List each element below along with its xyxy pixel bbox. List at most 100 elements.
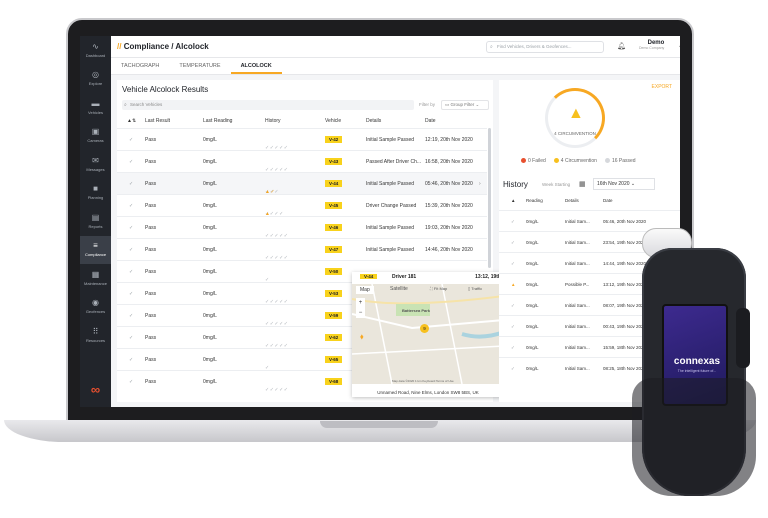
- details: Initial Sam...: [565, 345, 590, 350]
- group-filter-select[interactable]: ▭ Group Filter ⌄: [441, 100, 489, 110]
- check-icon: ✓: [129, 291, 134, 297]
- sidebar-item-explore[interactable]: ◎ Explore: [88, 70, 103, 87]
- results-scrollbar[interactable]: [488, 128, 491, 268]
- user-menu[interactable]: Demo Demo Company: [639, 40, 665, 50]
- table-row[interactable]: ✓ Pass 0mg/L ✓✓✓✓✓ V-62: [117, 326, 487, 349]
- table-row[interactable]: ✓ Pass 0mg/L ✓ V-65: [117, 348, 487, 371]
- sidebar-item-compliance[interactable]: ≡ Compliance: [80, 235, 111, 264]
- column-header[interactable]: Date: [603, 198, 613, 203]
- week-select[interactable]: 16th Nov 2020 ⌄: [593, 178, 655, 190]
- table-row[interactable]: ✓ Pass 0mg/L ✓✓✓✓✓ V-53: [117, 282, 487, 305]
- reading: 0mg/L: [526, 345, 539, 350]
- bell-icon[interactable]: 🔔︎: [617, 43, 626, 50]
- check-icon: ✓: [129, 313, 134, 319]
- sidebar-item-resources[interactable]: ⠿ Resources: [85, 326, 106, 343]
- reading: 0mg/L: [526, 261, 539, 266]
- last-result: Pass: [145, 137, 157, 143]
- table-row[interactable]: ✓ Pass 0mg/L ✓✓✓✓✓ V-43 Passed After Driver C…: [117, 150, 487, 173]
- calendar-icon[interactable]: ▦: [579, 181, 586, 188]
- sort-icon[interactable]: ▲: [511, 198, 516, 203]
- vehicle-tag[interactable]: V-47: [325, 246, 343, 253]
- traffic-toggle[interactable]: ▯ Traffic: [468, 286, 483, 291]
- table-row[interactable]: ✓ Pass 0mg/L ✓ V-50: [117, 260, 487, 283]
- tab-map[interactable]: Map: [356, 286, 374, 294]
- date: 14:46, 20th Nov 2020: [425, 247, 473, 253]
- reading: 0mg/L: [526, 303, 539, 308]
- map-streets: [352, 284, 504, 384]
- vehicle-tag[interactable]: V-50: [325, 268, 343, 275]
- last-result: Pass: [145, 159, 157, 165]
- table-row[interactable]: ✓ Pass 0mg/L ✓✓✓ ▲✓ V-44 Initial Sample Passed…: [117, 172, 487, 195]
- vehicle-cluster[interactable]: 9: [420, 324, 429, 333]
- location-pin-icon[interactable]: ⬧: [360, 332, 364, 341]
- sidebar-item-geofences[interactable]: ◉ Geofences: [85, 298, 106, 315]
- vehicle-tag[interactable]: V-59: [325, 312, 343, 319]
- sidebar-item-cameras[interactable]: ▣ Cameras: [87, 127, 104, 144]
- map-view[interactable]: Map Satellite ⛶ Fit Map ▯ Traffic + − Bat…: [352, 284, 504, 384]
- folder-icon: ▭: [445, 102, 450, 107]
- vehicle-tag[interactable]: V-53: [325, 290, 343, 297]
- chevron-right-icon[interactable]: ›: [479, 181, 481, 187]
- camera-icon: ▣: [91, 127, 100, 137]
- vehicle-tag[interactable]: V-62: [325, 334, 343, 341]
- legend-item: 4 Circumvention: [553, 158, 597, 164]
- history-row[interactable]: ✓ 0mg/L Initial Sam... 08:25, 18th Nov 2020: [499, 357, 680, 378]
- history-row[interactable]: ✓ 0mg/L Initial Sam... 00:43, 19th Nov 2020: [499, 315, 680, 336]
- table-row[interactable]: ✓ Pass 0mg/L ✓✓✓✓✓ V-42 Initial Sample Passed…: [117, 128, 487, 151]
- column-header[interactable]: Last Reading: [203, 118, 233, 124]
- tab-tachograph[interactable]: TACHOGRAPH: [121, 63, 160, 69]
- column-header: Details: [565, 198, 579, 203]
- vehicle-tag[interactable]: V-42: [325, 136, 343, 143]
- sidebar-item-reports[interactable]: ▤ Reports: [88, 212, 103, 229]
- history-row[interactable]: ✓ 0mg/L Initial Sam... 05:46, 20th Nov 2020: [499, 210, 680, 231]
- history-row[interactable]: ▲ 0mg/L Possible P... 13:12, 19th Nov 2020: [499, 273, 680, 294]
- tab-satellite[interactable]: Satellite: [390, 286, 408, 292]
- laptop-base: [4, 420, 756, 442]
- history-row[interactable]: ✓ 0mg/L Initial Sam... 15:59, 18th Nov 2020: [499, 336, 680, 357]
- vehicle-tag[interactable]: V-43: [325, 158, 343, 165]
- table-row[interactable]: ✓ Pass 0mg/L ✓✓✓✓✓ V-47 Initial Sample Passed…: [117, 238, 487, 261]
- date: 05:46, 20th Nov 2020: [425, 181, 473, 187]
- sort-icon[interactable]: ▲⇅: [127, 118, 137, 124]
- gauge-legend: 0 Failed 4 Circumvention 16 Passed: [521, 158, 636, 164]
- column-header: History: [265, 118, 281, 124]
- sidebar-item-maintenance[interactable]: ▦ Maintenance: [84, 269, 107, 286]
- sidebar-item-dashboard[interactable]: ∿ Dashboard: [85, 41, 106, 58]
- map-place-label: Battersea Park: [402, 308, 431, 313]
- date: 08:25, 18th Nov 2020: [603, 366, 647, 371]
- column-header[interactable]: Last Result: [145, 118, 171, 124]
- table-row[interactable]: ✓ Pass 0mg/L ✓✓✓✓✓ V-46 Initial Sample Passed…: [117, 216, 487, 239]
- global-search-input[interactable]: ⌕ Find Vehicles, Drivers & Geofences...: [486, 41, 604, 53]
- sidebar-item-vehicles[interactable]: ▬ Vehicles: [88, 98, 103, 115]
- vehicle-tag[interactable]: V-45: [325, 202, 343, 209]
- column-header[interactable]: Date: [425, 118, 436, 124]
- vehicle-search-input[interactable]: ⌕ Search Vehicles: [122, 100, 414, 110]
- column-header[interactable]: Vehicle: [325, 118, 342, 124]
- history-row[interactable]: ✓ 0mg/L Initial Sam... 14:44, 19th Nov 2020: [499, 252, 680, 273]
- export-button[interactable]: EXPORT: [651, 84, 672, 90]
- table-row[interactable]: ✓ Pass 0mg/L ✓✓✓✓✓ V-68: [117, 370, 487, 393]
- tab-temperature[interactable]: TEMPERATURE: [179, 63, 221, 69]
- check-icon: ✓: [511, 219, 515, 224]
- search-icon: ⌕: [490, 44, 493, 50]
- vehicle-tag[interactable]: V-65: [325, 356, 343, 363]
- driver-name: Driver 181: [392, 274, 417, 280]
- breadcrumb-section[interactable]: Compliance: [123, 42, 170, 51]
- last-result: Pass: [145, 313, 157, 319]
- table-row[interactable]: ✓ Pass 0mg/L ✓✓✓✓ ▲ V-45 Driver Change Passed 1…: [117, 194, 487, 217]
- history-row[interactable]: ✓ 0mg/L Initial Sam... 08:07, 19th Nov 2020: [499, 294, 680, 315]
- tab-alcolock[interactable]: ALCOLOCK: [230, 58, 282, 74]
- vehicle-tag[interactable]: V-44: [325, 180, 343, 187]
- date: 19:03, 20th Nov 2020: [425, 225, 473, 231]
- sidebar-item-planning[interactable]: ■ Planning: [87, 184, 104, 201]
- device-side-button: [736, 308, 750, 368]
- zoom-controls[interactable]: + −: [356, 298, 365, 318]
- chevron-down-icon[interactable]: ⌄: [678, 43, 680, 49]
- vehicle-tag[interactable]: V-46: [325, 224, 343, 231]
- history-row[interactable]: ✓ 0mg/L Initial Sam... 23:54, 19th Nov 2020: [499, 231, 680, 252]
- vehicle-tag[interactable]: V-68: [325, 378, 343, 385]
- check-icon: ✓: [511, 345, 515, 350]
- table-row[interactable]: ✓ Pass 0mg/L ✓✓✓✓✓ V-59: [117, 304, 487, 327]
- fit-map-button[interactable]: ⛶ Fit Map: [430, 286, 448, 291]
- sidebar-item-messages[interactable]: ✉ Messages: [86, 155, 105, 172]
